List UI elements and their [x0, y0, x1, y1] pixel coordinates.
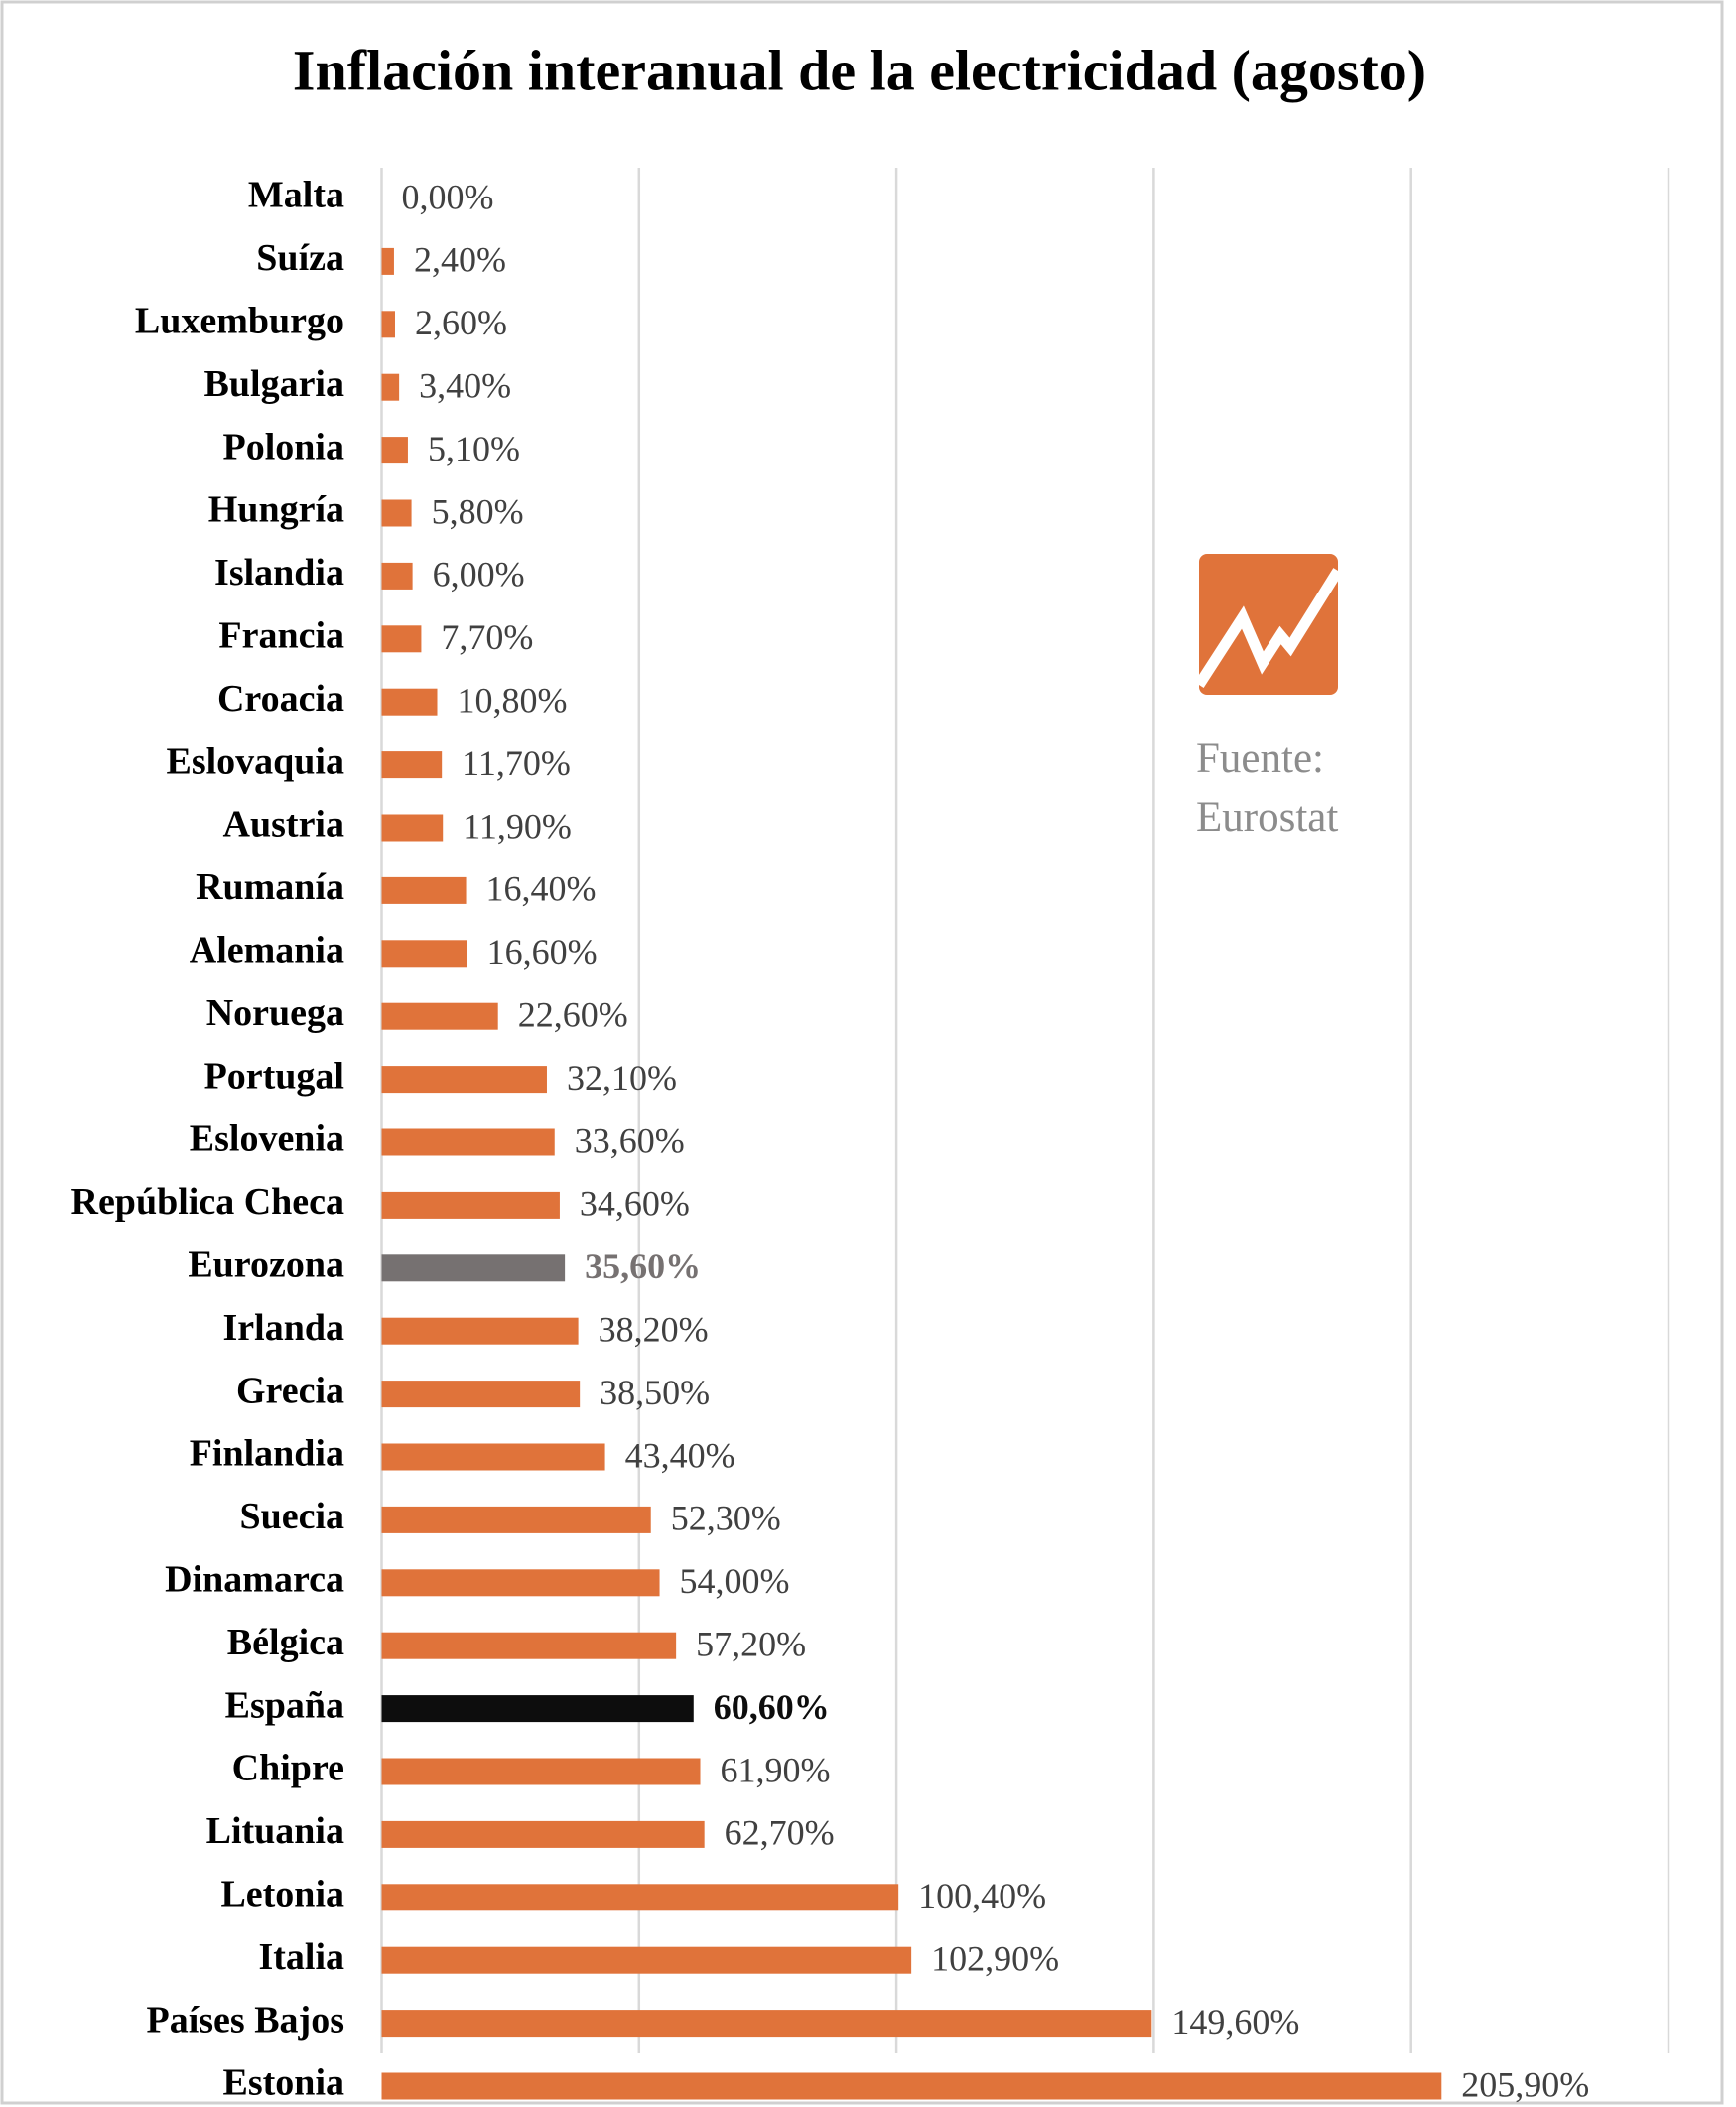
y-tick-label: Letonia [220, 1874, 344, 1915]
y-tick-label: Alemania [190, 930, 344, 972]
value-label: 22,60% [518, 994, 628, 1034]
value-label: 3,40% [419, 365, 511, 405]
y-tick-label: Eslovenia [190, 1119, 344, 1160]
y-tick-label: Chipre [232, 1748, 344, 1789]
value-label: 38,20% [599, 1309, 709, 1349]
bar [381, 1946, 912, 1974]
bar [381, 2072, 1442, 2100]
value-label: 0,00% [402, 177, 494, 216]
y-tick-label: Irlanda [223, 1307, 344, 1349]
bar [381, 562, 413, 590]
y-tick-label: Hungría [208, 489, 344, 531]
value-label: 2,60% [415, 303, 507, 342]
value-label: 7,70% [441, 617, 533, 657]
bar [381, 1884, 899, 1911]
y-tick-label: Estonia [223, 2062, 344, 2104]
bar [381, 499, 412, 527]
chart-title: Inflación interanual de la electricidad … [293, 38, 1426, 102]
y-tick-label: Noruega [206, 992, 344, 1034]
y-tick-label: Croacia [217, 678, 344, 720]
value-label: 34,60% [580, 1184, 690, 1224]
bar [381, 1128, 555, 1156]
y-tick-label: Suíza [256, 237, 344, 279]
y-tick-label: Bulgaria [204, 363, 344, 405]
value-label: 11,70% [462, 743, 571, 783]
y-tick-label: Polonia [223, 426, 344, 467]
value-label: 102,90% [931, 1938, 1059, 1978]
bar [381, 1254, 566, 1282]
bar [381, 1191, 560, 1219]
y-tick-label: Islandia [214, 552, 344, 593]
bar [381, 1443, 605, 1471]
value-label: 61,90% [721, 1750, 831, 1789]
bar [381, 1317, 579, 1345]
y-tick-label: Dinamarca [165, 1559, 344, 1601]
bar [381, 876, 467, 904]
value-label: 60,60% [714, 1687, 830, 1727]
value-label: 5,80% [432, 491, 524, 531]
value-label: 54,00% [680, 1561, 790, 1601]
annotation: Eurostat [1196, 794, 1338, 841]
y-tick-label: Finlandia [190, 1433, 344, 1475]
bar [381, 311, 395, 338]
bar [381, 814, 444, 842]
value-label: 16,60% [487, 932, 598, 972]
bar [381, 2010, 1152, 2038]
y-tick-label: Luxemburgo [135, 301, 344, 342]
value-label: 57,20% [696, 1624, 806, 1663]
bar [381, 247, 394, 275]
y-tick-label: Portugal [204, 1055, 344, 1097]
bar [381, 1381, 581, 1408]
value-label: 10,80% [458, 680, 568, 720]
y-tick-label: República Checa [71, 1181, 345, 1223]
value-label: 6,00% [433, 555, 525, 594]
bar [381, 1569, 660, 1597]
y-tick-label: Bélgica [227, 1622, 344, 1663]
value-label: 62,70% [725, 1813, 835, 1853]
y-tick-label: Francia [218, 615, 344, 657]
value-label: 33,60% [575, 1120, 685, 1160]
bar [381, 751, 443, 779]
bar [381, 1820, 705, 1848]
bar [381, 437, 408, 464]
y-tick-label: Eurozona [188, 1245, 344, 1286]
value-label: 52,30% [671, 1499, 781, 1538]
bar [381, 1002, 498, 1030]
y-tick-label: Suecia [239, 1496, 344, 1537]
value-label: 149,60% [1171, 2002, 1299, 2041]
value-label: 5,10% [428, 429, 520, 468]
value-label: 16,40% [486, 869, 597, 909]
value-label: 43,40% [625, 1435, 735, 1475]
bar [381, 373, 400, 401]
y-tick-label: Eslovaquia [166, 740, 344, 782]
bar [381, 688, 438, 716]
bar [381, 1506, 651, 1533]
y-tick-label: Italia [258, 1936, 344, 1978]
bar [381, 1695, 694, 1723]
y-tick-label: Grecia [236, 1370, 344, 1411]
value-label: 32,10% [567, 1058, 677, 1098]
bar [381, 1758, 701, 1785]
bar [381, 940, 467, 968]
y-tick-label: Rumanía [196, 866, 344, 908]
source-icon [1194, 554, 1343, 695]
y-tick-label: España [225, 1684, 344, 1726]
bar [381, 1066, 547, 1094]
y-tick-label: Austria [223, 804, 344, 846]
value-label: 35,60% [585, 1247, 701, 1286]
y-tick-label: Malta [248, 175, 344, 216]
y-tick-label: Lituania [206, 1810, 344, 1852]
y-tick-label: Países Bajos [147, 1999, 345, 2041]
annotation: Fuente: [1196, 735, 1324, 782]
value-label: 38,50% [600, 1373, 710, 1412]
value-label: 100,40% [918, 1876, 1046, 1915]
value-label: 205,90% [1461, 2064, 1589, 2104]
bar [381, 1632, 677, 1659]
value-label: 11,90% [463, 806, 572, 846]
value-label: 2,40% [414, 240, 506, 280]
bar [381, 625, 422, 653]
